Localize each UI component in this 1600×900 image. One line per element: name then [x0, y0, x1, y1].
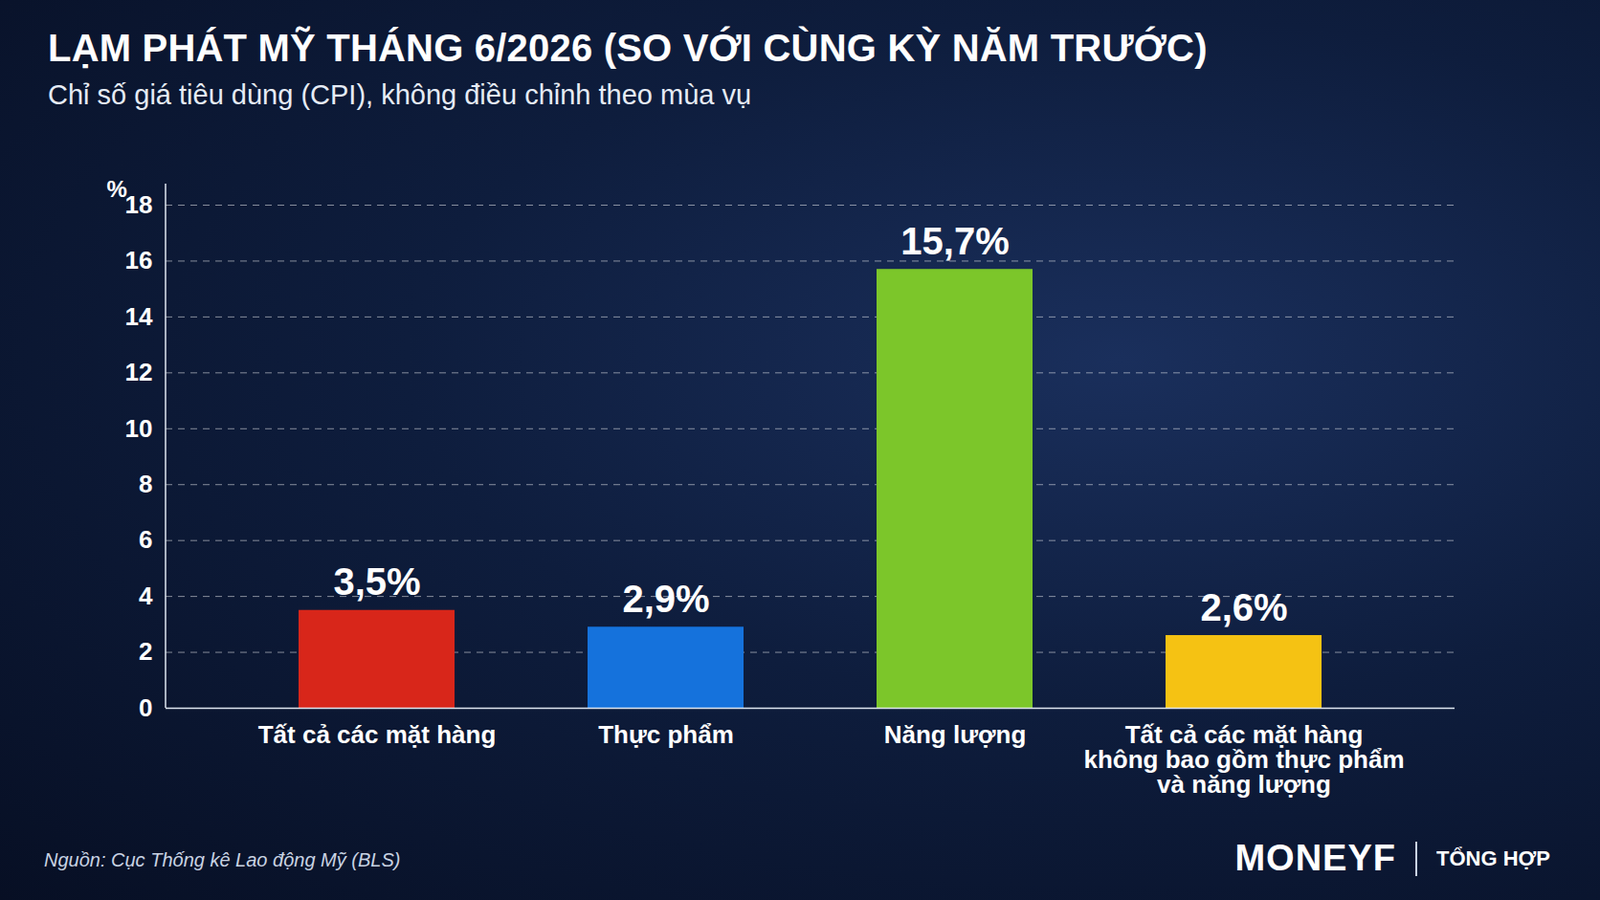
- html-text:MONEYF: MONEYF: [1234, 838, 1397, 879]
- svg-text:14: 14: [125, 302, 154, 332]
- html-text:LẠM PHÁT MỸ THÁNG 6/2026 (SO V: LẠM PHÁT MỸ THÁNG 6/2026 (SO VỚI CÙNG KỲ…: [47, 26, 1208, 69]
- svg-text:2,6%: 2,6%: [1200, 586, 1288, 629]
- svg-text:3,5%: 3,5%: [333, 560, 421, 603]
- svg-text:4: 4: [138, 581, 154, 611]
- svg-text:Thực phẩm: Thực phẩm: [598, 720, 734, 750]
- svg-text:2: 2: [138, 637, 153, 667]
- svg-text:12: 12: [125, 357, 154, 387]
- svg-text:10: 10: [125, 414, 154, 444]
- svg-text:6: 6: [138, 525, 153, 555]
- svg-text:Tất cả các mặt hàngkhông bao g: Tất cả các mặt hàngkhông bao gồm thực ph…: [1083, 720, 1404, 800]
- html-text:TỔNG HỢP: TỔNG HỢP: [1436, 846, 1551, 871]
- svg-text:15,7%: 15,7%: [900, 220, 1009, 263]
- svg-text:18: 18: [125, 190, 154, 220]
- svg-text:%: %: [107, 176, 128, 202]
- svg-text:Năng lượng: Năng lượng: [884, 720, 1027, 750]
- svg-text:16: 16: [125, 245, 154, 275]
- svg-text:0: 0: [138, 693, 153, 723]
- html-text:Nguồn: Cục Thống kê Lao động M: Nguồn: Cục Thống kê Lao động Mỹ (BLS): [44, 849, 401, 871]
- svg-text:8: 8: [138, 469, 153, 499]
- svg-text:2,9%: 2,9%: [622, 577, 710, 621]
- svg-text:Tất cả các mặt hàng: Tất cả các mặt hàng: [258, 720, 497, 750]
- html-text:Chỉ số giá tiêu dùng (CPI), kh: Chỉ số giá tiêu dùng (CPI), không điều c…: [47, 79, 752, 111]
